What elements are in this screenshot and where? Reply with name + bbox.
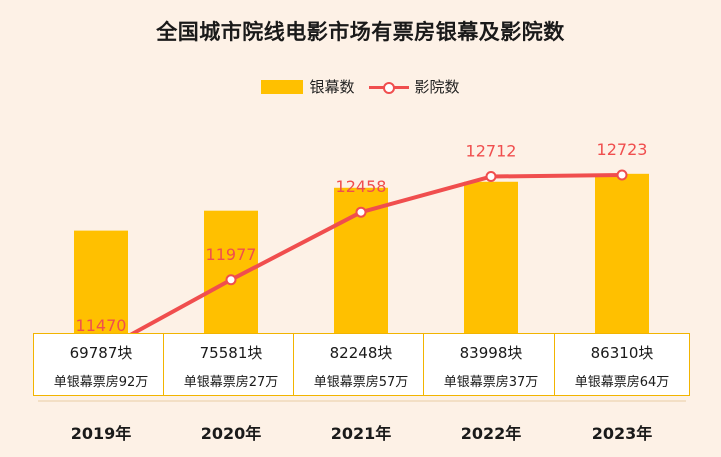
cinema-point-2023年 bbox=[616, 169, 628, 181]
bar-2023年 bbox=[595, 173, 649, 335]
info-box-count: 83998块 bbox=[459, 344, 523, 362]
info-box-2023: 86310块 单银幕票房64万 bbox=[554, 333, 690, 396]
info-box-per-screen: 单银幕票房57万 bbox=[313, 375, 409, 390]
cinema-point-2021年 bbox=[355, 206, 367, 218]
bar-2020年 bbox=[204, 210, 258, 335]
info-box-2021: 82248块 单银幕票房57万 bbox=[293, 333, 429, 396]
info-box-count: 75581块 bbox=[199, 344, 263, 362]
x-tick-label: 2021年 bbox=[330, 424, 392, 443]
info-box-per-screen: 单银幕票房27万 bbox=[183, 375, 279, 390]
legend: 银幕数 影院数 bbox=[0, 76, 721, 97]
x-tick-label: 2019年 bbox=[70, 424, 132, 443]
info-box-2020: 75581块 单银幕票房27万 bbox=[163, 333, 299, 396]
info-box-per-screen: 单银幕票房64万 bbox=[574, 375, 670, 390]
info-box-count: 69787块 bbox=[69, 344, 133, 362]
info-box-per-screen: 单银幕票房37万 bbox=[443, 375, 539, 390]
chart-title: 全国城市院线电影市场有票房银幕及影院数 bbox=[156, 20, 565, 44]
info-box-2022: 83998块 单银幕票房37万 bbox=[423, 333, 559, 396]
cinema-data-label: 12723 bbox=[597, 140, 648, 159]
cinema-data-label: 11977 bbox=[206, 245, 257, 264]
cinema-point-2022年 bbox=[485, 171, 497, 183]
bar-2022年 bbox=[464, 181, 518, 335]
cinema-data-label: 11470 bbox=[76, 316, 127, 335]
bar-2019年 bbox=[74, 230, 128, 335]
info-box-2019: 69787块 单银幕票房92万 bbox=[33, 333, 169, 396]
x-tick-label: 2020年 bbox=[200, 424, 262, 443]
legend-line-label: 影院数 bbox=[414, 78, 460, 96]
x-tick-label: 2022年 bbox=[460, 424, 522, 443]
legend-item-cinemas: 影院数 bbox=[368, 76, 460, 97]
legend-line-swatch bbox=[368, 80, 409, 94]
cinema-point-2020年 bbox=[225, 274, 237, 286]
cinema-data-label: 12712 bbox=[466, 142, 517, 161]
cinema-data-label: 12458 bbox=[336, 177, 387, 196]
info-box-count: 86310块 bbox=[590, 344, 654, 362]
legend-bar-label: 银幕数 bbox=[309, 78, 355, 96]
legend-bar-swatch bbox=[261, 79, 304, 94]
x-tick-label: 2023年 bbox=[591, 424, 653, 443]
info-box-per-screen: 单银幕票房92万 bbox=[53, 375, 149, 390]
info-box-count: 82248块 bbox=[329, 344, 393, 362]
legend-item-screens: 银幕数 bbox=[261, 76, 355, 97]
